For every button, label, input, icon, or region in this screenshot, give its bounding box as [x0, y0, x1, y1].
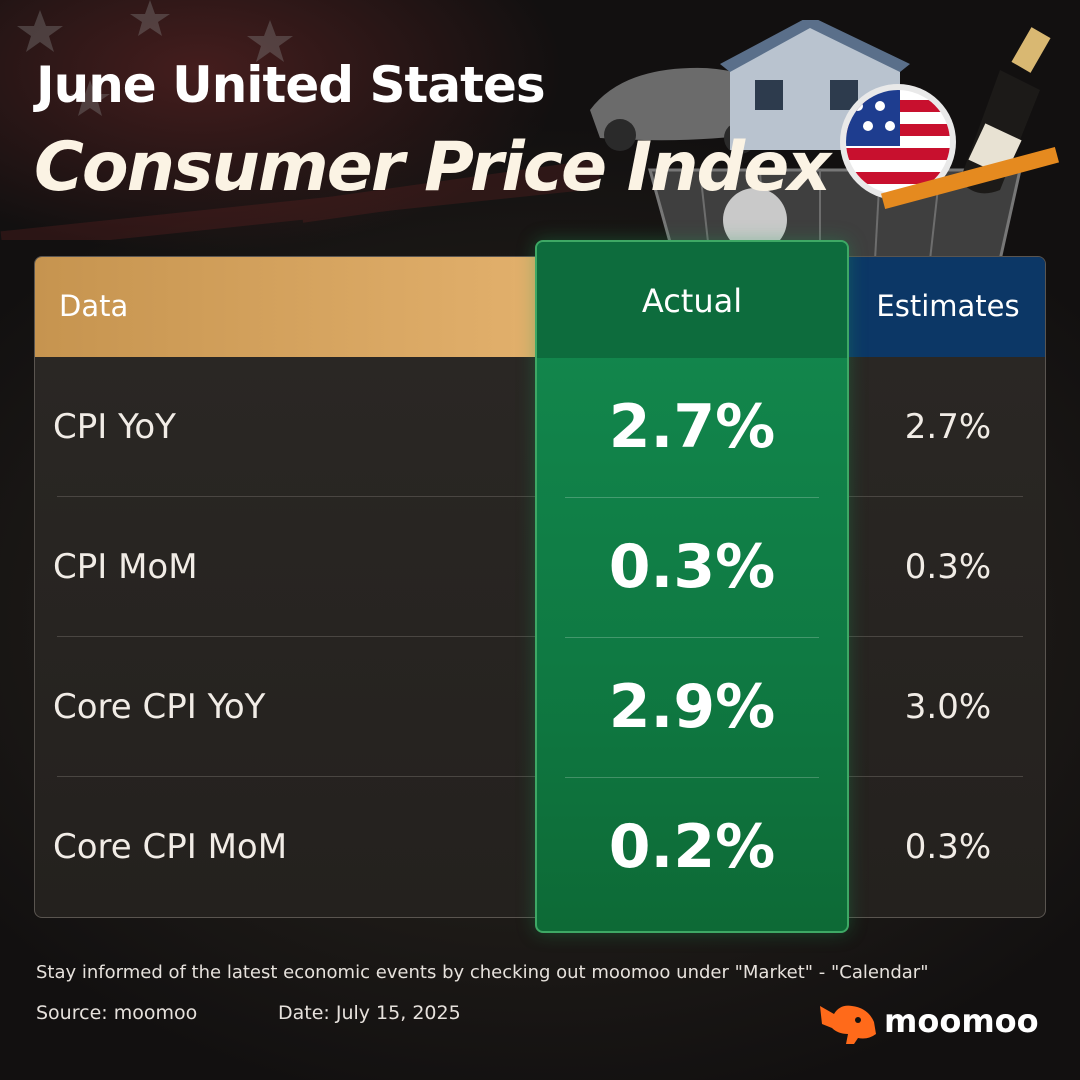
- shopping-illustration: [590, 20, 1060, 260]
- footer-date: Date: July 15, 2025: [278, 1002, 461, 1024]
- estimates-column-header: [849, 257, 1045, 357]
- row-divider: [849, 636, 1023, 637]
- flag-stars-decoration: [0, 0, 600, 240]
- row-label-cpi-yoy: CPI YoY: [53, 407, 176, 447]
- us-flag-badge-icon: [840, 84, 956, 200]
- row-label-core-cpi-mom: Core CPI MoM: [53, 827, 288, 867]
- actual-cpi-mom: 0.3%: [608, 532, 776, 602]
- actual-column-label: Actual: [641, 282, 743, 320]
- footer-note: Stay informed of the latest economic eve…: [36, 962, 929, 983]
- estimate-core-cpi-yoy: 3.0%: [904, 687, 992, 727]
- moomoo-bull-icon: [820, 1005, 876, 1044]
- brand-name: moomoo: [884, 1002, 1039, 1040]
- page-title-line1: June United States: [36, 56, 546, 114]
- data-column-label: Data: [59, 289, 129, 323]
- row-divider: [57, 496, 537, 497]
- row-label-cpi-mom: CPI MoM: [53, 547, 198, 587]
- actual-divider: [565, 777, 819, 778]
- row-divider: [849, 496, 1023, 497]
- estimate-cpi-mom: 0.3%: [904, 547, 992, 587]
- brand-logo: moomoo: [818, 998, 1048, 1048]
- estimate-cpi-yoy: 2.7%: [904, 407, 992, 447]
- actual-cpi-yoy: 2.7%: [608, 392, 776, 462]
- actual-column-header: [537, 242, 847, 358]
- actual-core-cpi-yoy: 2.9%: [608, 672, 776, 742]
- actual-column: Actual 2.7% 0.3% 2.9% 0.2%: [535, 240, 849, 933]
- data-column-header: [35, 257, 537, 357]
- row-divider: [57, 776, 537, 777]
- estimates-column-label: Estimates: [876, 289, 1020, 323]
- estimate-core-cpi-mom: 0.3%: [904, 827, 992, 867]
- actual-divider: [565, 497, 819, 498]
- row-label-core-cpi-yoy: Core CPI YoY: [53, 687, 266, 727]
- footer-source: Source: moomoo: [36, 1002, 198, 1024]
- page-title-line2: Consumer Price Index: [34, 128, 831, 207]
- row-divider: [57, 636, 537, 637]
- row-divider: [849, 776, 1023, 777]
- actual-core-cpi-mom: 0.2%: [608, 812, 776, 882]
- actual-divider: [565, 637, 819, 638]
